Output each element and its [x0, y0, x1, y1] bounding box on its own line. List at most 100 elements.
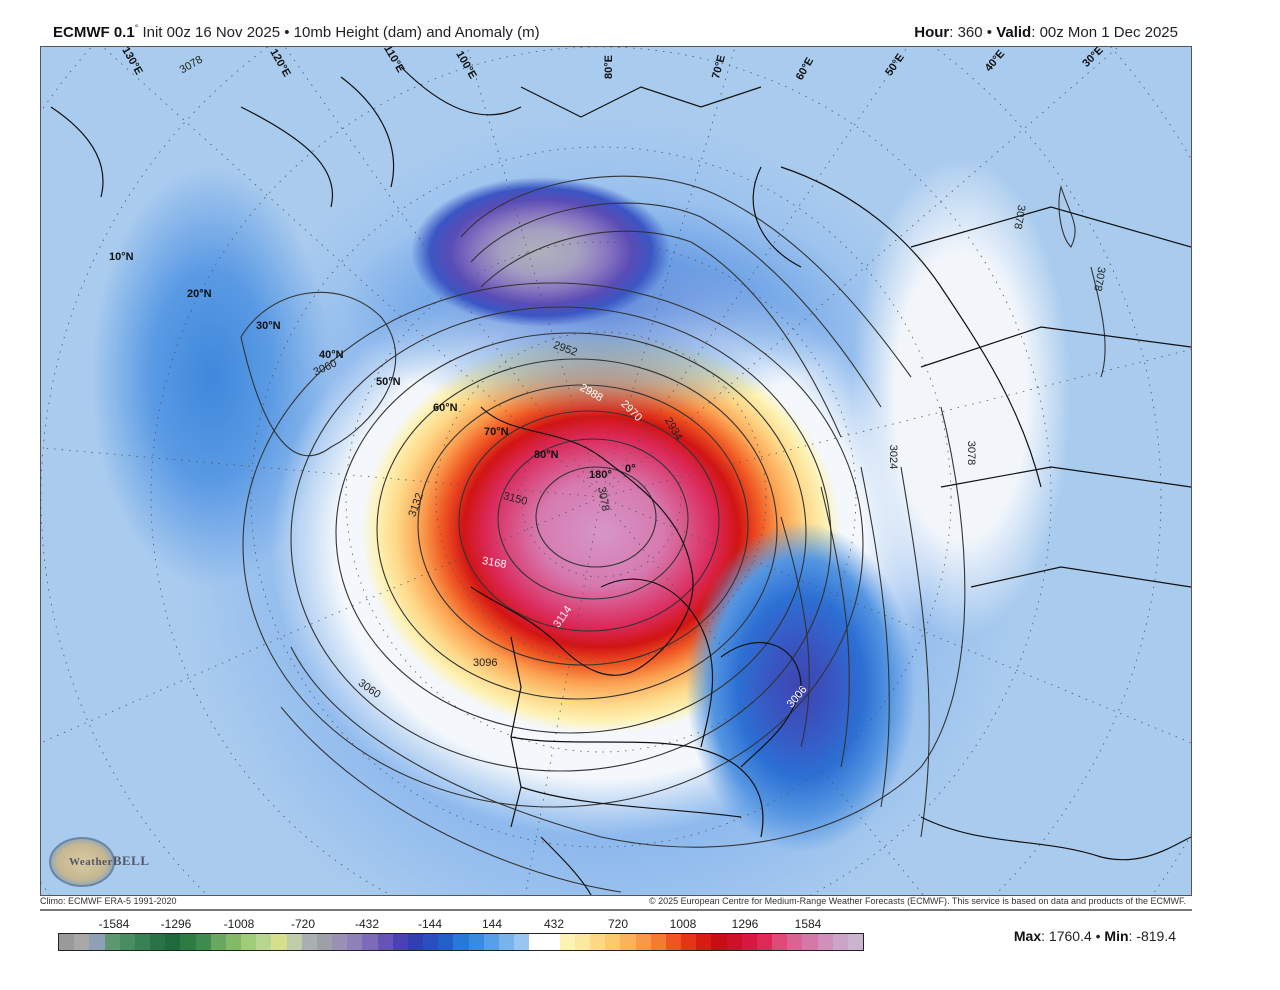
- copyright-credit: © 2025 European Centre for Medium-Range …: [648, 896, 1186, 906]
- lat-label: 10°N: [109, 251, 134, 263]
- contour-label: 3024: [887, 444, 900, 470]
- colorbar-swatch: [453, 934, 469, 950]
- contour-label: 2988: [577, 381, 605, 405]
- contour-label: 3060: [311, 357, 339, 379]
- lat-label: 70°N: [484, 426, 509, 438]
- climo-credit: Climo: ECMWF ERA-5 1991-2020: [40, 896, 177, 906]
- colorbar-swatch: [241, 934, 257, 950]
- contour-overlay: [41, 47, 1191, 895]
- colorbar-tick: 1296: [731, 917, 759, 931]
- pole-label-0: 0°: [625, 463, 636, 475]
- colorbar-tick-labels: -1584 -1296 -1008 -720 -432 -144 144 432…: [58, 917, 864, 931]
- colorbar-swatch: [89, 934, 105, 950]
- colorbar-swatch: [225, 934, 242, 950]
- init-and-field: Init 00z 16 Nov 2025 • 10mb Height (dam)…: [138, 24, 540, 41]
- colorbar-swatch: [635, 934, 651, 950]
- max-min-stats: Max: 1760.4 • Min: -819.4: [1014, 928, 1176, 944]
- colorbar-tick: -1584: [98, 917, 130, 931]
- colorbar-swatch: [195, 934, 211, 950]
- colorbar-swatch: [301, 934, 317, 950]
- valid-label: Valid: [996, 23, 1032, 41]
- logo-text: WeatherBELL: [69, 853, 150, 869]
- colorbar-swatch: [316, 934, 333, 950]
- hour-value: : 360 •: [949, 23, 997, 41]
- colorbar-swatch: [772, 934, 788, 950]
- contour-label: 2970: [618, 398, 645, 424]
- colorbar-swatch: [514, 934, 530, 950]
- colorbar-swatch: [711, 934, 727, 950]
- colorbar-swatch: [59, 934, 75, 950]
- max-label: Max: [1013, 928, 1042, 944]
- contour-label: 3078: [595, 485, 612, 513]
- latitude-labels: 10°N 20°N 30°N 40°N 50°N 60°N 70°N 80°N: [41, 47, 1191, 895]
- logo-disc-icon: [49, 837, 115, 887]
- graticule: [41, 47, 1191, 895]
- colorbar-swatch: [832, 934, 848, 950]
- lat-label: 30°N: [256, 320, 281, 332]
- lat-label: 20°N: [187, 288, 212, 300]
- coastlines: [50, 66, 1191, 895]
- colorbar-swatch: [696, 934, 712, 950]
- colorbar-swatch: [620, 934, 636, 950]
- contour-label: 3078: [177, 53, 205, 77]
- contour-label: 3132: [406, 491, 427, 519]
- colorbar-swatch: [150, 934, 166, 950]
- colorbar-swatch: [407, 934, 424, 950]
- colorbar-swatch: [529, 934, 545, 950]
- colorbar-tick: 1584: [794, 917, 822, 931]
- colorbar-swatch: [498, 934, 515, 950]
- valid-value: : 00z Mon 1 Dec 2025: [1031, 23, 1178, 41]
- colorbar-swatch: [347, 934, 363, 950]
- colorbar-tick: 432: [543, 917, 565, 931]
- degree-symbol: °: [134, 23, 139, 33]
- contour-label: 3078: [1011, 203, 1028, 231]
- colorbar-swatch: [605, 934, 621, 950]
- colorbar-swatch: [119, 934, 135, 950]
- colorbar-swatch: [650, 934, 666, 950]
- colorbar-swatch: [847, 934, 864, 950]
- colorbar-tick: -144: [417, 917, 443, 931]
- colorbar-swatch: [544, 934, 560, 950]
- colorbar-swatch: [332, 934, 348, 950]
- colorbar-swatch: [681, 934, 697, 950]
- anomaly-colorbar: [58, 933, 864, 951]
- colorbar-tick: 1008: [669, 917, 697, 931]
- colorbar-swatch: [377, 934, 393, 950]
- contour-label: 3168: [481, 554, 508, 572]
- colorbar-swatch: [423, 934, 439, 950]
- model-name: ECMWF 0.1: [53, 24, 135, 41]
- valid-block: Hour: 360 • Valid: 00z Mon 1 Dec 2025: [914, 24, 1178, 41]
- colorbar-swatch: [559, 934, 575, 950]
- colorbar-swatch: [104, 934, 120, 950]
- lat-label: 80°N: [534, 449, 559, 461]
- contour-label: 2952: [551, 339, 579, 359]
- colorbar-swatch: [483, 934, 499, 950]
- chart-header: ECMWF 0.1° Init 00z 16 Nov 2025 • 10mb H…: [53, 22, 1178, 42]
- min-value: : -819.4: [1128, 928, 1176, 944]
- colorbar-swatch: [574, 934, 591, 950]
- colorbar-swatch: [271, 934, 287, 950]
- max-value: : 1760.4 •: [1041, 928, 1105, 944]
- colorbar-swatch: [180, 934, 196, 950]
- contour-label: 3078: [1091, 265, 1108, 293]
- title-block: ECMWF 0.1° Init 00z 16 Nov 2025 • 10mb H…: [53, 23, 540, 41]
- contour-label: 3060: [355, 677, 383, 701]
- lat-label: 60°N: [433, 402, 458, 414]
- colorbar-swatch: [787, 934, 803, 950]
- colorbar-swatch: [817, 934, 833, 950]
- polar-map: 10°N 20°N 30°N 40°N 50°N 60°N 70°N 80°N …: [40, 46, 1192, 896]
- lat-label: 50°N: [376, 376, 401, 388]
- footer-divider: [40, 909, 1192, 911]
- contour-labels: 3078 3060 2952 2988 2970 2934 3150 3078 …: [41, 47, 1191, 895]
- colorbar-swatch: [165, 934, 181, 950]
- colorbar-swatch: [74, 934, 90, 950]
- contour-label: 2934: [661, 415, 685, 443]
- colorbar-swatch: [286, 934, 302, 950]
- colorbar-tick: -720: [290, 917, 316, 931]
- colorbar-swatch: [210, 934, 226, 950]
- colorbar-tick: -432: [354, 917, 380, 931]
- contour-label: 3006: [784, 683, 810, 711]
- colorbar-tick: -1296: [160, 917, 192, 931]
- colorbar-tick: -1008: [223, 917, 255, 931]
- colorbar-swatch: [756, 934, 773, 950]
